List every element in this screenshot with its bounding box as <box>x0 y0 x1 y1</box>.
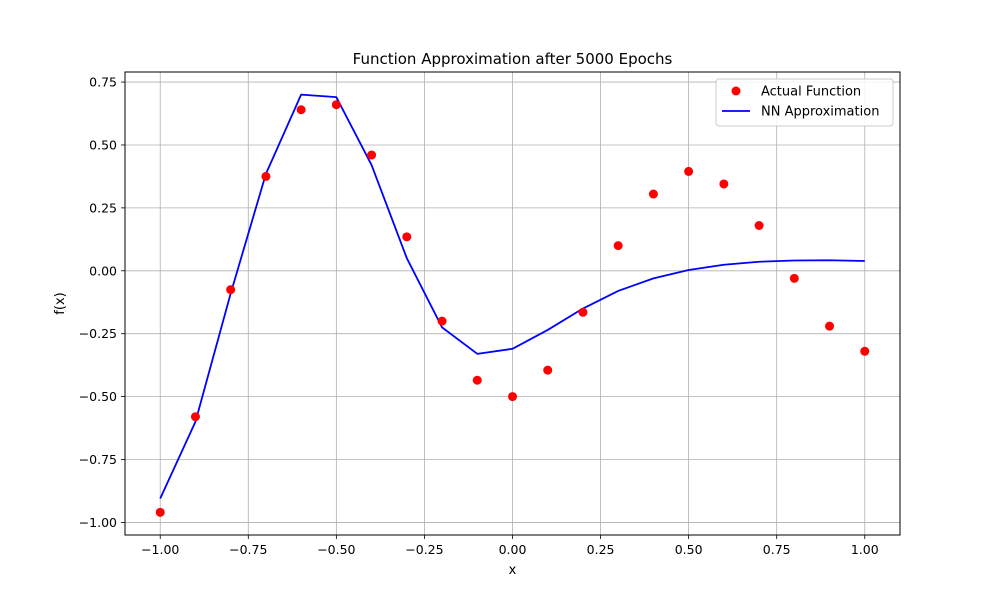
actual-function-point <box>402 232 412 242</box>
x-tick-label: 0.75 <box>763 542 791 557</box>
actual-function-point <box>226 285 236 295</box>
y-tick-label: 0.00 <box>89 263 117 278</box>
actual-function-point <box>543 365 553 375</box>
x-tick-label: 0.25 <box>587 542 615 557</box>
x-tick-label: 0.00 <box>499 542 527 557</box>
actual-function-point <box>437 316 447 326</box>
actual-function-point <box>789 273 799 283</box>
actual-function-point <box>719 179 729 189</box>
y-tick-label: −1.00 <box>79 515 117 530</box>
y-tick-label: 0.75 <box>89 75 117 90</box>
legend-marker-actual-function <box>731 86 741 96</box>
actual-function-point <box>155 507 165 517</box>
legend-box <box>715 78 894 127</box>
legend-label-nn-approximation: NN Approximation <box>761 105 879 120</box>
actual-function-point <box>578 307 588 317</box>
actual-function-point <box>860 346 870 356</box>
actual-function-point <box>261 171 271 181</box>
actual-function-point <box>648 189 658 199</box>
y-tick-label: 0.50 <box>89 137 117 152</box>
x-tick-label: −0.75 <box>229 542 267 557</box>
legend: Actual Function NN Approximation <box>715 78 894 127</box>
actual-function-point <box>296 105 306 115</box>
x-tick-label: 1.00 <box>851 542 879 557</box>
actual-function-point <box>825 321 835 331</box>
actual-function-point <box>613 241 623 251</box>
actual-function-point <box>684 166 694 176</box>
x-tick-label: 0.50 <box>675 542 703 557</box>
y-tick-label: −0.75 <box>79 452 117 467</box>
y-tick-label: 0.25 <box>89 200 117 215</box>
axis-ticks: −1.00 −0.75 −0.50 −0.25 0.00 0.25 0.50 0.75 1.00… <box>79 75 879 557</box>
x-axis-label: x <box>509 563 517 578</box>
chart-title: Function Approximation after 5000 Epochs <box>353 50 673 68</box>
actual-function-point <box>472 375 482 385</box>
y-axis-label: f(x) <box>53 292 68 314</box>
x-tick-label: −0.50 <box>317 542 355 557</box>
plot-series <box>155 93 870 517</box>
nn-approximation-line <box>159 93 865 499</box>
actual-function-point <box>331 100 341 110</box>
x-tick-label: −1.00 <box>141 542 179 557</box>
y-tick-label: −0.25 <box>79 326 117 341</box>
actual-function-point <box>190 412 200 422</box>
actual-function-point <box>367 150 377 160</box>
actual-function-point <box>508 392 517 402</box>
y-tick-label: −0.50 <box>79 389 117 404</box>
actual-function-point <box>754 220 764 230</box>
x-tick-label: −0.25 <box>405 542 443 557</box>
legend-label-actual-function: Actual Function <box>761 85 861 100</box>
